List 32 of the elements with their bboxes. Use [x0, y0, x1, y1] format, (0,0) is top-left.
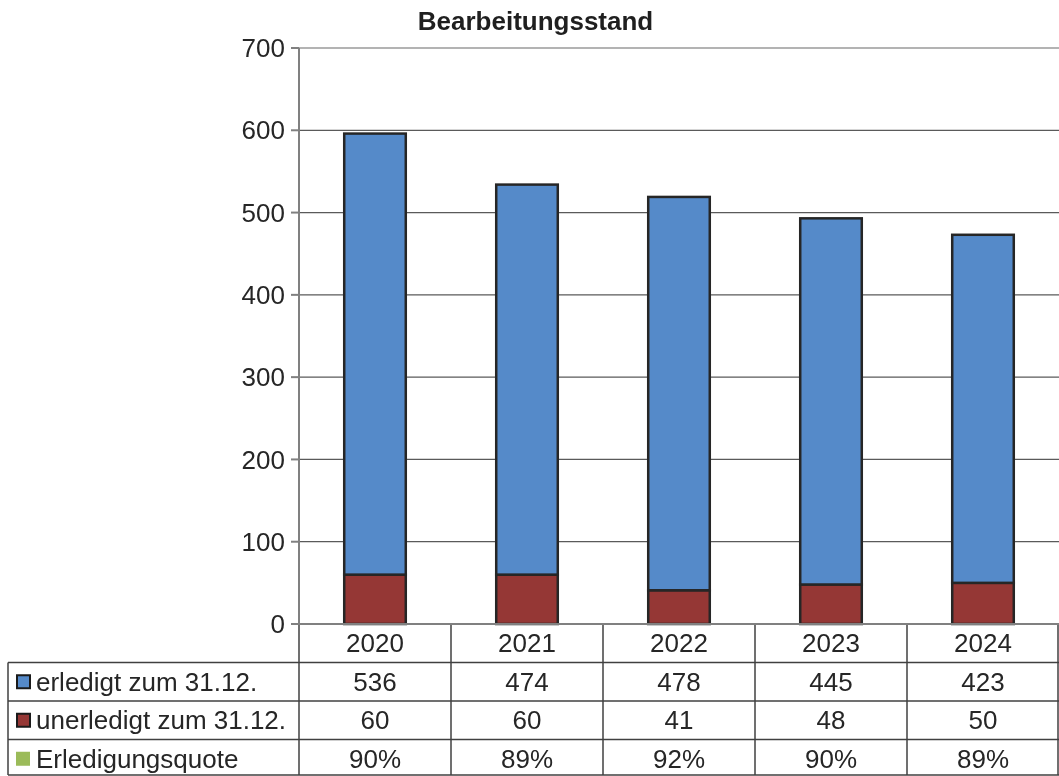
data-label: 423 [961, 666, 1005, 697]
legend-label: Erledigungsquote [36, 743, 239, 774]
x-tick-label: 2021 [498, 628, 556, 659]
data-label: 60 [360, 705, 390, 736]
data-label: 445 [809, 666, 853, 697]
data-label: 89% [500, 743, 554, 774]
y-tick-label: 700 [241, 33, 285, 64]
data-label: 60 [512, 705, 542, 736]
data-label: 536 [353, 666, 397, 697]
data-label: 48 [816, 705, 846, 736]
x-tick-label: 2023 [802, 628, 860, 659]
x-tick-label: 2024 [954, 628, 1012, 659]
y-tick-label: 600 [241, 115, 285, 146]
x-tick-label: 2020 [346, 628, 404, 659]
y-tick-label: 500 [241, 197, 285, 228]
data-label: 478 [657, 666, 701, 697]
data-label: 474 [505, 666, 549, 697]
y-tick-label: 400 [241, 279, 285, 310]
y-tick-label: 0 [270, 609, 285, 640]
legend-label: unerledigt zum 31.12. [36, 705, 287, 736]
data-label: 92% [652, 743, 706, 774]
y-tick-label: 200 [241, 444, 285, 475]
data-label: 41 [664, 705, 694, 736]
data-label: 89% [956, 743, 1010, 774]
x-tick-label: 2022 [650, 628, 708, 659]
y-tick-label: 100 [241, 526, 285, 557]
data-label: 90% [804, 743, 858, 774]
y-tick-label: 300 [241, 362, 285, 393]
chart-title: Bearbeitungsstand [417, 6, 654, 36]
legend-label: erledigt zum 31.12. [36, 666, 258, 697]
data-label: 50 [968, 705, 998, 736]
data-label: 90% [348, 743, 402, 774]
